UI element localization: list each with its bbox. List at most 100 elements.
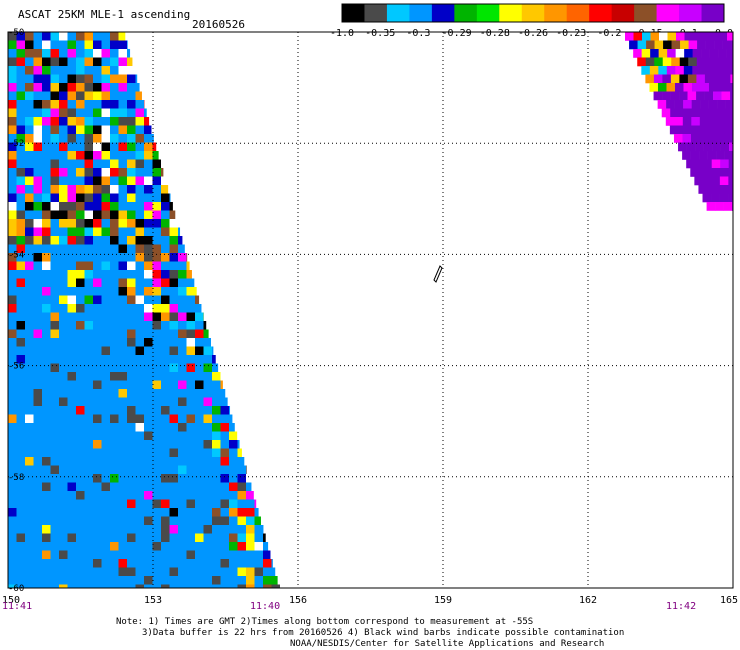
- swath-cell: [84, 516, 94, 526]
- swath-cell: [118, 346, 128, 356]
- swath-cell: [93, 508, 102, 517]
- swath-cell: [50, 108, 60, 118]
- swath-cell: [84, 74, 94, 84]
- swath-cell: [16, 508, 26, 517]
- swath-cell: [665, 117, 675, 126]
- swath-cell: [692, 49, 702, 58]
- swath-cell: [144, 338, 153, 347]
- swath-cell: [33, 584, 43, 589]
- swath-cell: [118, 40, 128, 50]
- swath-cell: [50, 295, 60, 305]
- swath-cell: [729, 125, 734, 135]
- swath-cell: [674, 117, 684, 126]
- swath-cell: [84, 83, 94, 92]
- swath-cell: [152, 414, 162, 424]
- swath-cell: [254, 508, 259, 517]
- swath-cell: [186, 372, 196, 381]
- swath-cell: [93, 312, 102, 322]
- swath-cell: [67, 100, 77, 109]
- swath-cell: [67, 465, 77, 475]
- swath-cell: [93, 338, 102, 347]
- swath-cell: [59, 312, 68, 322]
- swath-cell: [719, 176, 729, 186]
- swath-cell: [135, 100, 145, 109]
- swath-cell: [101, 406, 111, 415]
- swath-cell: [76, 389, 85, 398]
- swath-cell: [67, 397, 77, 407]
- swath-cell: [271, 584, 280, 589]
- legend-swatch: [679, 4, 703, 22]
- swath-cell: [42, 440, 51, 449]
- swath-cell: [50, 91, 60, 101]
- swath-cell: [186, 474, 196, 483]
- swath-cell: [59, 525, 68, 534]
- swath-cell: [101, 49, 111, 58]
- swath-cell: [93, 533, 102, 543]
- swath-cell: [152, 261, 162, 271]
- swath-cell: [135, 440, 145, 449]
- swath-cell: [50, 278, 60, 288]
- swath-cell: [25, 40, 34, 50]
- swath-cell: [152, 355, 162, 364]
- swath-cell: [699, 151, 708, 160]
- swath-cell: [666, 66, 676, 75]
- swath-cell: [144, 474, 153, 483]
- swath-cell: [101, 491, 111, 500]
- swath-cell: [135, 304, 145, 313]
- swath-cell: [8, 210, 17, 220]
- swath-cell: [16, 74, 26, 84]
- swath-cell: [135, 567, 145, 577]
- swath-cell: [76, 202, 85, 211]
- swath-cell: [33, 202, 43, 211]
- swath-cell: [42, 91, 51, 101]
- swath-cell: [25, 185, 34, 194]
- swath-cell: [59, 261, 68, 271]
- swath-cell: [212, 482, 221, 492]
- swath-cell: [718, 49, 727, 58]
- swath-cell: [59, 499, 68, 509]
- swath-cell: [161, 321, 170, 330]
- swath-cell: [67, 312, 77, 322]
- swath-cell: [693, 32, 702, 41]
- swath-cell: [16, 83, 26, 92]
- swath-cell: [127, 91, 136, 101]
- legend-label: -0.3: [406, 28, 430, 39]
- swath-cell: [237, 457, 245, 466]
- swath-cell: [67, 533, 77, 543]
- swath-cell: [8, 49, 17, 58]
- swath-cell: [42, 270, 51, 279]
- swath-cell: [127, 567, 136, 577]
- swath-cell: [110, 278, 119, 288]
- swath-cell: [93, 83, 102, 92]
- swath-cell: [50, 125, 60, 135]
- legend-label: -0.35: [365, 28, 395, 39]
- swath-cell: [127, 270, 136, 279]
- swath-cell: [186, 550, 196, 560]
- swath-cell: [220, 516, 230, 526]
- swath-cell: [84, 304, 94, 313]
- swath-cell: [76, 482, 85, 492]
- swath-cell: [178, 584, 187, 589]
- swath-cell: [144, 117, 150, 126]
- swath-cell: [16, 482, 26, 492]
- swath-cell: [42, 261, 51, 271]
- swath-cell: [161, 176, 166, 186]
- swath-cell: [76, 57, 85, 67]
- swath-cell: [229, 584, 238, 589]
- swath-cell: [25, 338, 34, 347]
- swath-cell: [25, 397, 34, 407]
- swath-cell: [169, 372, 179, 381]
- swath-cell: [33, 372, 43, 381]
- swath-cell: [84, 355, 94, 364]
- swath-cell: [690, 151, 700, 160]
- swath-cell: [118, 193, 128, 203]
- swath-cell: [127, 108, 136, 118]
- swath-cell: [25, 261, 34, 271]
- swath-cell: [144, 372, 153, 381]
- swath-cell: [144, 125, 152, 135]
- swath-cell: [33, 244, 43, 254]
- swath-cell: [101, 142, 111, 152]
- swath-cell: [178, 499, 187, 509]
- swath-cell: [161, 542, 170, 551]
- swath-cell: [127, 406, 136, 415]
